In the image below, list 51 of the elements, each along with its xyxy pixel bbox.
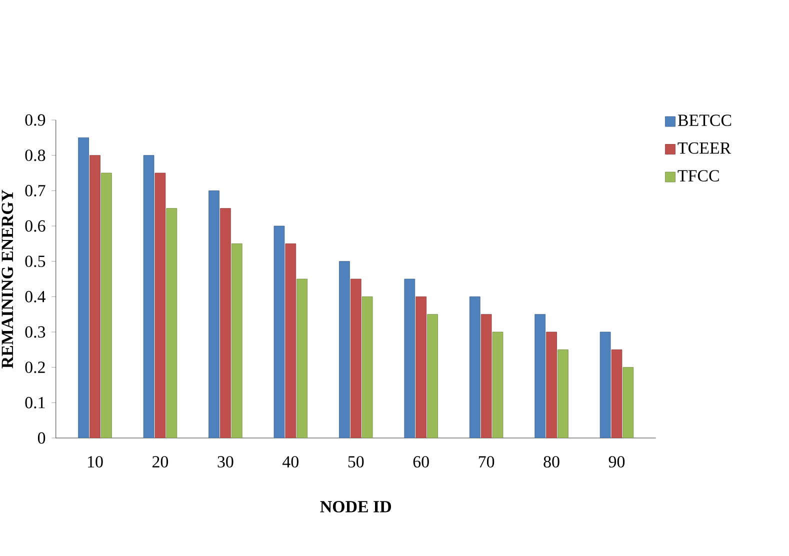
legend-label: BETCC (678, 114, 732, 126)
bar (622, 367, 634, 438)
bar (166, 208, 178, 438)
bar (427, 314, 438, 438)
y-tick-label: 0.2 (25, 362, 45, 374)
y-tick-label: 0.8 (25, 150, 46, 162)
x-tick-label: 60 (413, 456, 429, 468)
bar (469, 296, 480, 438)
x-tick-label: 40 (282, 456, 298, 468)
bar (208, 190, 220, 438)
bar (416, 296, 427, 438)
x-axis-title: NODE ID (320, 501, 392, 512)
y-tick-label: 0.3 (25, 326, 46, 338)
y-tick-label: 0.7 (25, 184, 46, 196)
bar (600, 332, 611, 438)
bar (558, 349, 568, 438)
y-tick-label: 0.6 (25, 220, 46, 232)
bar (231, 243, 242, 438)
bar (611, 349, 622, 438)
bar (480, 314, 492, 438)
bar (101, 172, 112, 438)
bar (90, 155, 100, 438)
x-tick-label: 70 (478, 456, 494, 468)
y-tick-label: 0 (38, 432, 46, 444)
bar (546, 332, 557, 438)
bar (534, 314, 546, 438)
bar (220, 208, 231, 438)
x-tick-label: 20 (152, 456, 168, 468)
bar (296, 278, 308, 438)
bar (350, 278, 362, 438)
bar (285, 243, 296, 438)
y-tick-label: 0.4 (25, 290, 46, 302)
bar (404, 278, 416, 438)
x-tick-label: 50 (348, 456, 364, 468)
x-tick-label: 90 (608, 456, 625, 468)
legend-label: TFCC (678, 170, 719, 182)
bar (339, 261, 350, 438)
y-tick-label: 0.1 (25, 396, 45, 408)
bar (362, 296, 373, 438)
x-tick-label: 30 (218, 456, 234, 468)
bar (492, 332, 504, 438)
bar (274, 226, 285, 438)
x-tick-label: 80 (544, 456, 560, 468)
y-tick-label: 0.5 (25, 256, 46, 268)
y-axis-title: REMAINING ENERGY (2, 190, 14, 368)
bar (143, 155, 154, 438)
legend-label: TCEER (678, 142, 732, 154)
x-tick-label: 10 (88, 456, 103, 468)
bar (154, 172, 166, 438)
bar (78, 137, 89, 438)
y-tick-label: 0.9 (25, 114, 46, 126)
